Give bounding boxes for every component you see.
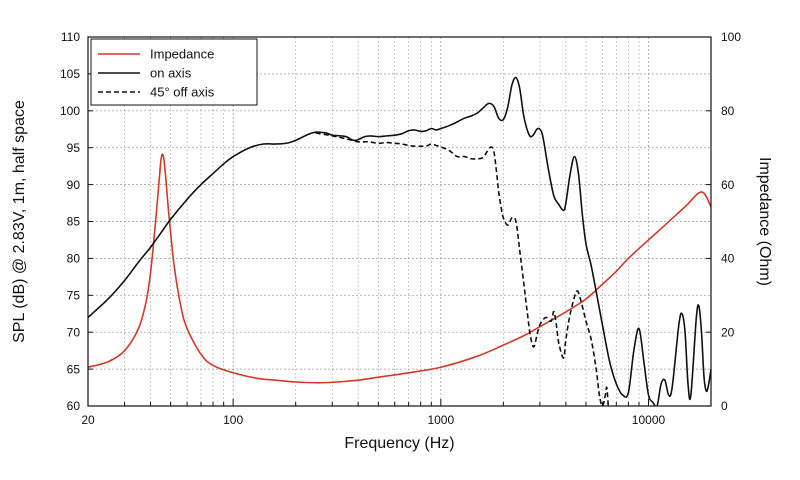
legend-label-on-axis: on axis [150,66,192,81]
y-left-tick-label: 85 [67,215,81,229]
ticks: 60 65 70 75 80 85 90 95 100 105 110 0 20 40 60 80 100 20 1… [60,30,741,427]
y-left-tick-label: 95 [67,141,81,155]
y-left-tick-label: 110 [61,30,80,44]
legend: Impedance on axis 45° off axis [90,38,258,106]
y-axis-right-title: Impedance (Ohm) [756,157,773,286]
y-left-tick-label: 105 [60,67,80,81]
y-left-tick-label: 80 [67,252,81,266]
series-off-axis-curve [315,132,610,406]
y-left-tick-label: 65 [67,362,81,376]
x-tick-label: 1000 [427,413,454,427]
series-impedance-curve [88,153,711,384]
y-right-tick-label: 0 [721,399,728,413]
series-on-axis-curve [88,76,711,406]
x-tick-label: 20 [81,413,95,427]
y-left-tick-label: 100 [60,104,80,118]
y-axis-left-title: SPL (dB) @ 2.83V, 1m, half space [11,100,28,343]
x-tick-label: 100 [223,413,243,427]
y-right-tick-label: 20 [721,325,735,339]
x-axis-title: Frequency (Hz) [344,435,454,452]
x-tick-label: 10000 [632,413,666,427]
y-left-tick-label: 60 [67,399,81,413]
legend-label-off-axis: 45° off axis [150,85,215,100]
y-left-tick-label: 70 [67,325,81,339]
y-right-tick-label: 60 [721,178,735,192]
y-right-tick-label: 100 [721,30,741,44]
y-left-tick-label: 75 [67,289,81,303]
legend-box [90,38,258,106]
y-right-tick-label: 40 [721,252,735,266]
y-right-tick-label: 80 [721,104,735,118]
curves [88,76,711,406]
y-left-tick-label: 90 [67,178,81,192]
legend-label-impedance: Impedance [150,47,214,62]
